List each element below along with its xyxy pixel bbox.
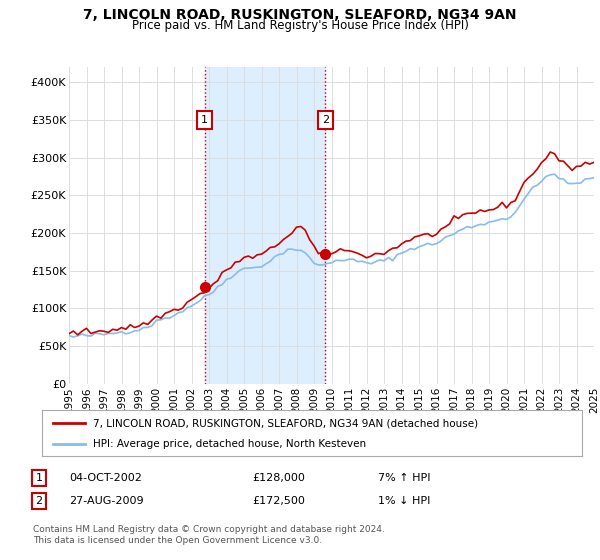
Text: 7% ↑ HPI: 7% ↑ HPI — [378, 473, 431, 483]
Text: 04-OCT-2002: 04-OCT-2002 — [69, 473, 142, 483]
Text: Price paid vs. HM Land Registry's House Price Index (HPI): Price paid vs. HM Land Registry's House … — [131, 19, 469, 32]
Text: 27-AUG-2009: 27-AUG-2009 — [69, 496, 143, 506]
Text: 7, LINCOLN ROAD, RUSKINGTON, SLEAFORD, NG34 9AN (detached house): 7, LINCOLN ROAD, RUSKINGTON, SLEAFORD, N… — [94, 418, 478, 428]
Bar — [205, 67, 325, 384]
Text: Contains HM Land Registry data © Crown copyright and database right 2024.
This d: Contains HM Land Registry data © Crown c… — [33, 525, 385, 545]
Text: HPI: Average price, detached house, North Kesteven: HPI: Average price, detached house, Nort… — [94, 439, 367, 449]
Text: 1: 1 — [201, 115, 208, 125]
Text: £172,500: £172,500 — [252, 496, 305, 506]
Text: 1% ↓ HPI: 1% ↓ HPI — [378, 496, 430, 506]
Text: 1: 1 — [35, 473, 43, 483]
Text: £128,000: £128,000 — [252, 473, 305, 483]
Text: 2: 2 — [35, 496, 43, 506]
Text: 7, LINCOLN ROAD, RUSKINGTON, SLEAFORD, NG34 9AN: 7, LINCOLN ROAD, RUSKINGTON, SLEAFORD, N… — [83, 8, 517, 22]
Text: 2: 2 — [322, 115, 329, 125]
